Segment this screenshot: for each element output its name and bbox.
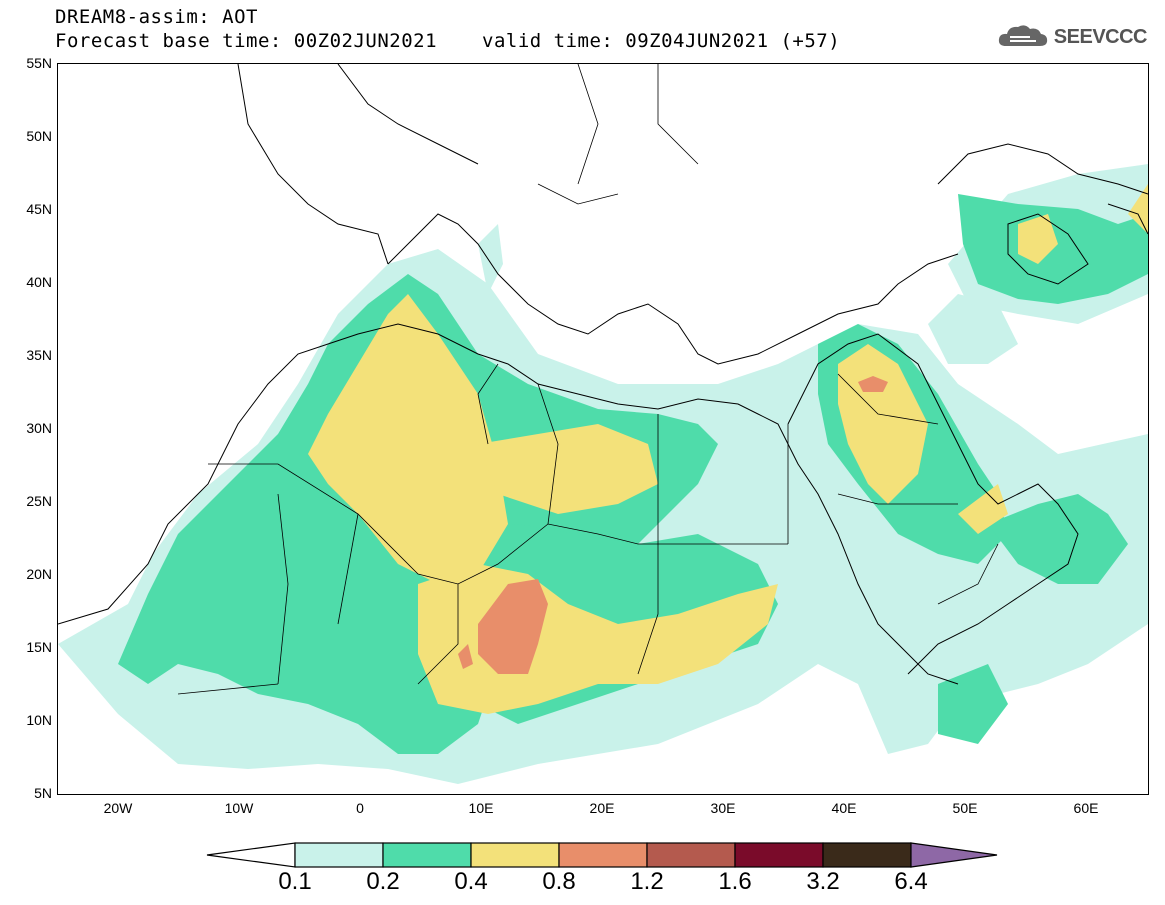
colorbar-tick: 1.2: [630, 868, 664, 895]
lat-label: 50N: [26, 128, 52, 144]
colorbar-segment: [822, 842, 912, 868]
colorbar-tick: 3.2: [806, 868, 840, 895]
logo-text: SEEVCCC: [1053, 25, 1148, 48]
lon-label: 0: [356, 800, 364, 816]
colorbar-segment: [470, 842, 560, 868]
map-panel: [57, 63, 1149, 795]
lon-label: 60E: [1073, 800, 1099, 816]
colorbar-segment: [558, 842, 648, 868]
cloud-icon: [998, 25, 1047, 46]
colorbar-segment: [646, 842, 736, 868]
colorbar-segment: [294, 842, 384, 868]
lat-label: 45N: [26, 201, 52, 217]
colorbar-tick: 0.2: [366, 868, 400, 895]
lon-label: 50E: [952, 800, 978, 816]
lat-label: 5N: [34, 785, 52, 801]
aot-band-0.8: [458, 376, 888, 674]
seevccc-logo: SEEVCCC: [996, 22, 1148, 52]
colorbar-tick: 6.4: [894, 868, 928, 895]
colorbar-segment: [382, 842, 472, 868]
lat-label: 15N: [26, 639, 52, 655]
coastlines: [58, 64, 1148, 685]
colorbar: [206, 842, 998, 868]
lat-label: 10N: [26, 712, 52, 728]
lon-label: 40E: [831, 800, 857, 816]
colorbar-tick: 0.8: [542, 868, 576, 895]
country-borders: [177, 64, 999, 695]
lat-label: 40N: [26, 274, 52, 290]
lat-label: 30N: [26, 420, 52, 436]
lon-label: 30E: [710, 800, 736, 816]
colorbar-tick: 0.1: [278, 868, 312, 895]
lat-label: 35N: [26, 347, 52, 363]
lat-label: 55N: [26, 55, 52, 71]
forecast-base-time: Forecast base time: 00Z02JUN2021: [55, 30, 438, 52]
colorbar-below-arrow: [206, 842, 296, 868]
colorbar-tick: 0.4: [454, 868, 488, 895]
colorbar-above-arrow: [910, 842, 998, 868]
valid-time: valid time: 09Z04JUN2021 (+57): [482, 30, 841, 52]
lon-label: 20E: [589, 800, 615, 816]
lon-label: 10E: [468, 800, 494, 816]
colorbar-tick: 1.6: [718, 868, 752, 895]
lat-label: 20N: [26, 566, 52, 582]
chart-title: DREAM8-assim: AOT: [55, 6, 258, 28]
lon-label: 20W: [103, 800, 133, 816]
lat-label: 25N: [26, 493, 52, 509]
colorbar-segment: [734, 842, 824, 868]
lon-label: 10W: [224, 800, 254, 816]
aot-map: [58, 64, 1148, 784]
